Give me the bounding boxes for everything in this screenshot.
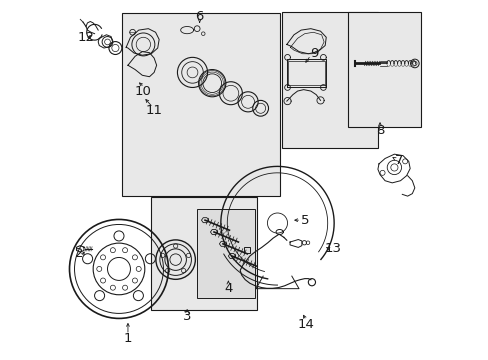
Text: 3: 3	[183, 310, 191, 324]
Bar	[122, 13, 279, 196]
Bar	[197, 210, 254, 298]
Text: 2: 2	[74, 247, 83, 260]
Bar	[281, 12, 377, 148]
Text: 11: 11	[145, 104, 163, 117]
Bar	[150, 197, 257, 310]
Text: 12: 12	[77, 31, 94, 44]
Text: 5: 5	[301, 214, 309, 227]
Text: 1: 1	[123, 332, 132, 345]
Text: 6: 6	[195, 10, 203, 23]
Text: 14: 14	[297, 318, 314, 331]
Text: 7: 7	[394, 154, 402, 167]
Text: 8: 8	[375, 124, 384, 137]
Text: 10: 10	[135, 85, 151, 98]
Text: 13: 13	[324, 242, 341, 255]
Text: 9: 9	[309, 47, 318, 60]
Text: 4: 4	[224, 282, 232, 295]
Bar	[347, 12, 420, 127]
